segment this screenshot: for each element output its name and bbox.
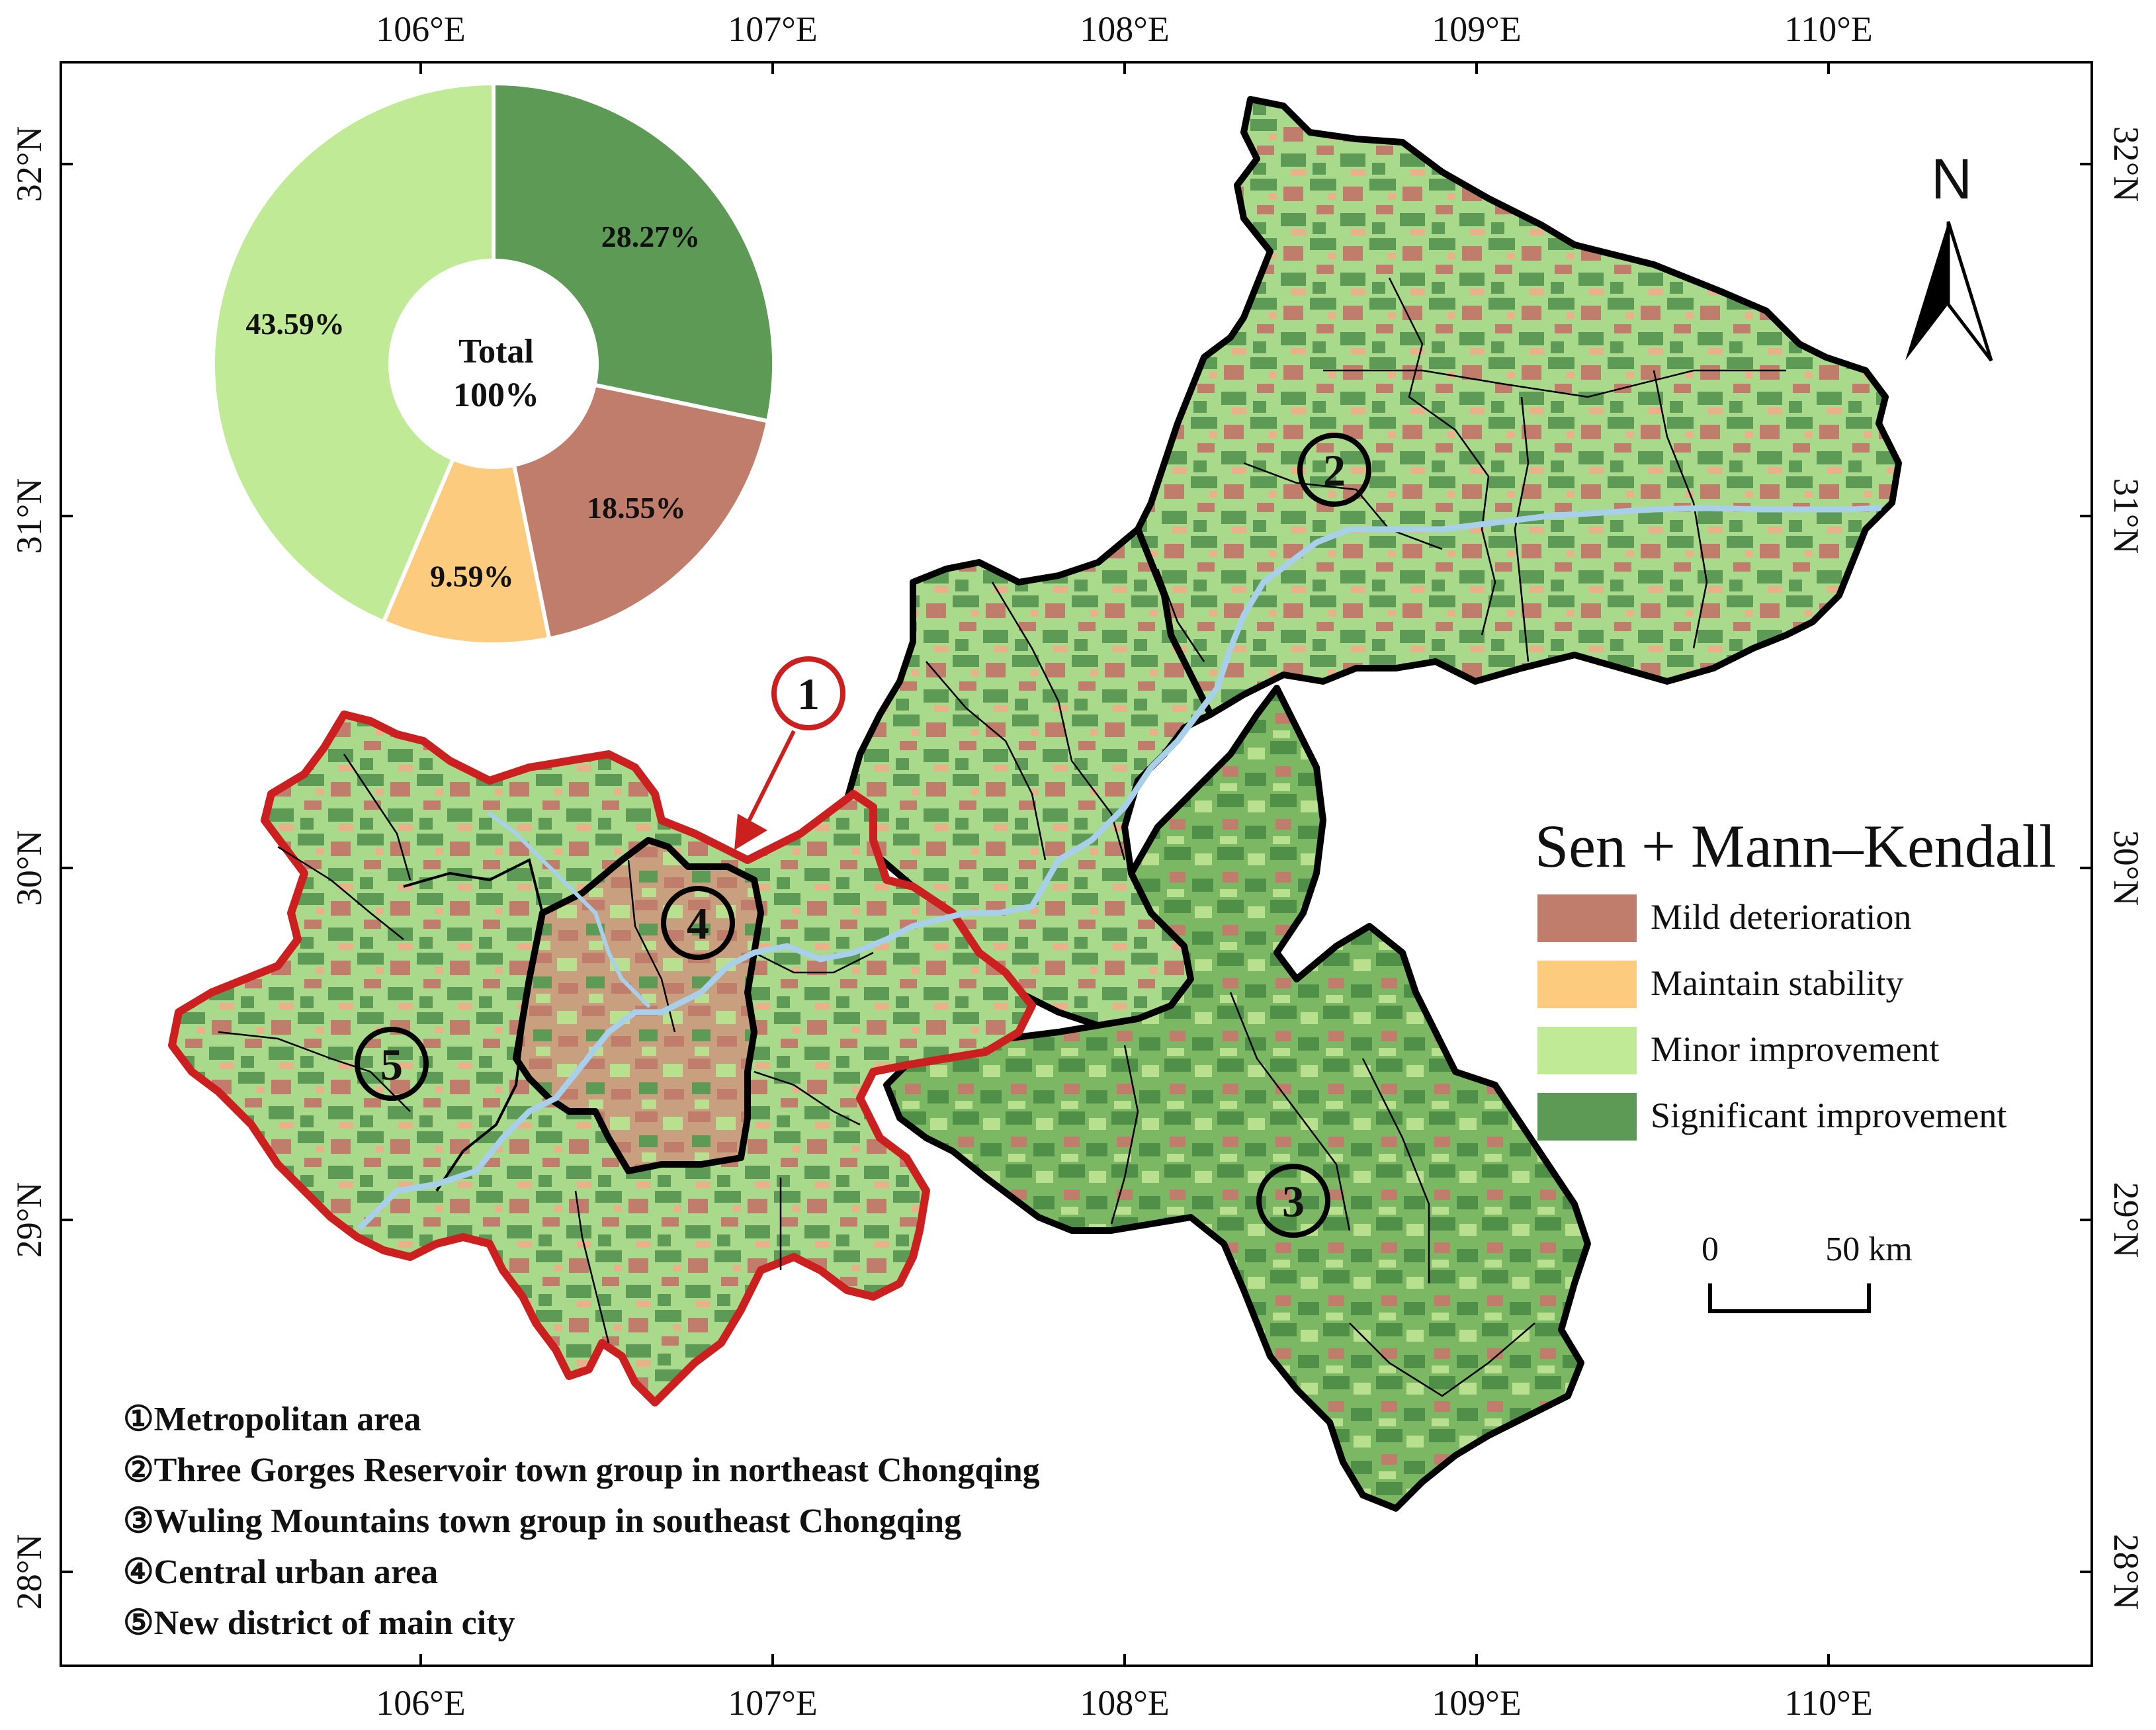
longitude-label-top: 106°E bbox=[376, 9, 466, 49]
zone-list-item: ④Central urban area bbox=[123, 1553, 438, 1591]
legend-items: Mild deterioration Maintain stability Mino… bbox=[1537, 894, 2006, 1141]
legend-swatch bbox=[1537, 961, 1637, 1008]
longitude-label-bottom: 109°E bbox=[1432, 1683, 1522, 1723]
scale-bar: 0 50 km bbox=[1702, 1231, 1913, 1313]
longitude-label-top: 108°E bbox=[1080, 9, 1170, 49]
zone-list-item-text: ①Metropolitan area bbox=[123, 1401, 421, 1438]
donut-center: Total 100% bbox=[453, 333, 539, 414]
latitude-label-right: 32°N bbox=[2106, 126, 2146, 202]
north-arrow-left-half bbox=[1905, 222, 1948, 361]
zone-marker-3: 3 bbox=[1256, 1164, 1330, 1238]
latitude-label-left: 28°N bbox=[9, 1534, 49, 1610]
latitude-label-left: 31°N bbox=[9, 478, 49, 554]
longitude-label-bottom: 107°E bbox=[728, 1683, 818, 1723]
legend-item: Maintain stability bbox=[1537, 961, 1903, 1008]
legend-item-label: Significant improvement bbox=[1651, 1096, 2006, 1135]
donut-slice-label: 9.59% bbox=[430, 560, 514, 593]
north-arrow-right-half bbox=[1946, 221, 1993, 362]
legend-item: Mild deterioration bbox=[1537, 894, 1911, 942]
donut-chart: 28.27% 18.55% 9.59% 43.59% bbox=[211, 81, 776, 646]
zone-marker-1-label: 1 bbox=[797, 669, 820, 719]
zone-list-item: ②Three Gorges Reservoir town group in no… bbox=[123, 1451, 1040, 1489]
longitude-labels-bottom: 106°E 107°E 108°E 109°E 110°E bbox=[376, 1683, 1873, 1723]
latitude-label-right: 29°N bbox=[2106, 1182, 2146, 1258]
north-arrow-label: N bbox=[1931, 148, 1972, 211]
zone-central-urban-region bbox=[513, 837, 764, 1174]
latitude-labels-left: 32°N 31°N 30°N 29°N 28°N bbox=[9, 126, 49, 1610]
zone-marker-5-label: 5 bbox=[380, 1039, 403, 1090]
zone-list-item-text: ④Central urban area bbox=[123, 1553, 438, 1591]
longitude-label-top: 109°E bbox=[1432, 9, 1522, 49]
latitude-label-left: 30°N bbox=[9, 830, 49, 906]
donut-center-line2: 100% bbox=[453, 376, 539, 414]
donut-hole bbox=[390, 261, 597, 467]
legend-item: Minor improvement bbox=[1537, 1027, 1939, 1074]
zone-list-item: ①Metropolitan area bbox=[123, 1401, 421, 1438]
zone-marker-3-label: 3 bbox=[1282, 1176, 1305, 1227]
zone-marker-5: 5 bbox=[355, 1027, 429, 1101]
scale-bar-start-label: 0 bbox=[1702, 1231, 1719, 1268]
zone-list-item: ③Wuling Mountains town group in southeas… bbox=[123, 1502, 961, 1540]
zone-marker-4-label: 4 bbox=[687, 898, 709, 949]
legend-item-label: Minor improvement bbox=[1651, 1029, 1939, 1069]
zone-list-item: ⑤New district of main city bbox=[123, 1604, 515, 1642]
longitude-label-bottom: 106°E bbox=[376, 1683, 466, 1723]
legend-item: Significant improvement bbox=[1537, 1093, 2006, 1141]
legend-swatch bbox=[1537, 1093, 1637, 1141]
tributary-river bbox=[488, 812, 650, 1008]
legend-item-label: Maintain stability bbox=[1651, 963, 1903, 1003]
legend-swatch bbox=[1537, 1027, 1637, 1074]
latitude-label-left: 29°N bbox=[9, 1182, 49, 1258]
graticule-ticks bbox=[61, 62, 2092, 1666]
chongqing-map bbox=[168, 96, 1902, 1512]
yangtze-river bbox=[357, 505, 1882, 1231]
zone-list-item-text: ②Three Gorges Reservoir town group in no… bbox=[123, 1451, 1040, 1489]
latitude-label-right: 30°N bbox=[2106, 830, 2146, 906]
zone-marker-1: 1 bbox=[734, 656, 845, 850]
legend: Sen + Mann–Kendall Mild deterioration Mai… bbox=[1535, 812, 2056, 1141]
scale-bar-line bbox=[1708, 1283, 1871, 1313]
zone-marker-2-label: 2 bbox=[1323, 445, 1346, 496]
zone-wuling-region bbox=[883, 685, 1591, 1512]
zone-marker-2: 2 bbox=[1297, 433, 1371, 507]
legend-item-label: Mild deterioration bbox=[1651, 897, 1911, 937]
zone-list-item-text: ⑤New district of main city bbox=[123, 1604, 515, 1642]
zone-new-district-boundary bbox=[403, 858, 544, 1192]
zone-list: ①Metropolitan area ②Three Gorges Reservoi… bbox=[123, 1401, 1040, 1642]
scale-bar-end-label: 50 km bbox=[1825, 1231, 1912, 1268]
donut-center-line1: Total bbox=[458, 333, 534, 370]
zone-three-gorges-region bbox=[1135, 96, 1902, 718]
legend-swatch bbox=[1537, 894, 1637, 942]
longitude-label-top: 110°E bbox=[1784, 9, 1873, 49]
latitude-label-right: 31°N bbox=[2106, 478, 2146, 554]
donut-slice-label: 43.59% bbox=[245, 307, 345, 341]
donut-slice-label: 28.27% bbox=[601, 220, 701, 253]
longitude-label-bottom: 110°E bbox=[1784, 1683, 1873, 1723]
north-arrow: N bbox=[1905, 148, 1993, 362]
longitude-label-top: 107°E bbox=[728, 9, 818, 49]
latitude-label-right: 28°N bbox=[2106, 1534, 2146, 1610]
longitude-label-bottom: 108°E bbox=[1080, 1683, 1170, 1723]
latitude-labels-right: 32°N 31°N 30°N 29°N 28°N bbox=[2106, 126, 2146, 1610]
donut-slice-label: 18.55% bbox=[587, 491, 686, 525]
longitude-labels-top: 106°E 107°E 108°E 109°E 110°E bbox=[376, 9, 1873, 49]
map-frame bbox=[60, 61, 2093, 1667]
latitude-label-left: 32°N bbox=[9, 126, 49, 202]
zone-marker-4: 4 bbox=[661, 886, 735, 960]
zone-list-item-text: ③Wuling Mountains town group in southeas… bbox=[123, 1502, 961, 1540]
legend-title: Sen + Mann–Kendall bbox=[1535, 812, 2056, 880]
